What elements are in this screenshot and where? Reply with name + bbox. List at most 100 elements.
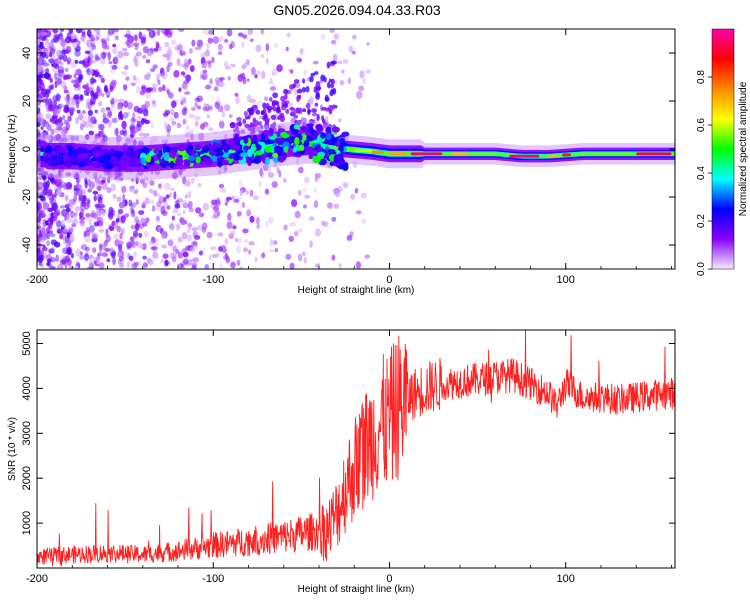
spectrogram-noise-mark [181, 199, 188, 208]
spectrogram-noise-mark [256, 223, 260, 229]
spectrogram-noise-mark [270, 238, 274, 247]
colorbar-tick-label: 0.8 [696, 70, 707, 84]
spectrogram-noise-mark [315, 263, 321, 268]
spectrogram-noise-mark [48, 51, 53, 58]
spectrogram-band-mark [331, 126, 340, 133]
spectrogram-noise-mark [101, 93, 105, 97]
spectrogram-noise-mark [96, 56, 101, 61]
spectrogram-plume-mark [270, 114, 277, 121]
spectrogram-noise-mark [135, 76, 141, 85]
spectrogram-noise-mark [296, 58, 303, 63]
spectrogram-noise-mark [332, 53, 338, 62]
spectrogram-plume-mark [257, 121, 262, 126]
spectrogram-noise-mark [54, 80, 58, 89]
spectrogram-noise-mark [161, 244, 168, 249]
spectrogram-noise-mark [135, 199, 139, 206]
spectrogram-noise-mark [271, 180, 279, 188]
spectrogram-x-ticks: -200 -100 0 100 [26, 29, 672, 286]
spectrogram-plume-mark [247, 114, 251, 120]
snr-x-axis-label: Height of straight line (km) [298, 584, 415, 595]
spectrogram-plume-mark [332, 87, 337, 95]
spectrogram-noise-mark [46, 262, 50, 266]
spectrogram-noise-mark [123, 64, 129, 70]
spectrogram-noise-mark [76, 109, 81, 114]
spectrogram-noise-mark [152, 83, 157, 89]
spectrogram-noise-mark [314, 172, 321, 179]
spectrogram-noise-mark [169, 117, 175, 122]
spectrogram-noise-mark [79, 209, 85, 218]
spectrogram-band-mark [254, 150, 263, 156]
spectrogram-noise-mark [86, 91, 90, 96]
spectrogram-band-mark [127, 152, 134, 157]
spectrogram-noise-mark [50, 128, 55, 135]
spectrogram-noise-mark [269, 77, 273, 85]
spectrogram-noise-mark [59, 233, 64, 240]
spectrogram-noise-mark [45, 220, 49, 226]
spectrogram-plume-mark [272, 92, 279, 99]
spectrogram-noise-mark [171, 215, 175, 221]
spectrogram-noise-mark [203, 102, 207, 111]
spectrogram-band-mark [62, 153, 70, 163]
spectrogram-noise-mark [217, 51, 223, 55]
spectrogram-noise-mark [79, 94, 84, 101]
spectrogram-noise-mark [218, 81, 225, 88]
spectrogram-noise-mark [89, 100, 95, 106]
spectrogram-band-mark [92, 149, 101, 158]
spectrogram-band-mark [195, 156, 201, 164]
spectrogram-noise-mark [73, 83, 80, 88]
spectrogram-noise-mark [196, 39, 204, 48]
spectrogram-noise-mark [164, 41, 170, 48]
spectrogram-noise-mark [161, 231, 165, 240]
spectrogram-noise-mark [208, 127, 214, 132]
spectrogram-band-mark [77, 153, 85, 159]
spectrogram-noise-mark [37, 162, 41, 168]
spectrogram-noise-mark [339, 80, 345, 86]
spectrogram-noise-mark [57, 79, 62, 85]
spectrogram-noise-mark [90, 230, 95, 236]
spectrogram-noise-mark [131, 209, 136, 218]
spectrogram-noise-mark [62, 256, 69, 262]
spectrogram-noise-mark [342, 182, 349, 189]
spectrogram-band-mark [334, 142, 340, 147]
spectrogram-band-mark [264, 145, 273, 154]
spectrogram-noise-mark [84, 246, 90, 252]
spectrogram-plume-mark [331, 104, 336, 110]
spectrogram-noise-mark [106, 258, 111, 263]
spectrogram-noise-mark [114, 35, 119, 41]
spectrogram-noise-mark [249, 98, 256, 103]
spectrogram-noise-mark [189, 48, 193, 54]
spectrogram-noise-mark [55, 220, 62, 228]
spectrogram-noise-mark [79, 219, 85, 224]
spectrogram-noise-mark [86, 29, 92, 38]
spectrogram-band-mark [247, 157, 253, 167]
spectrogram-noise-mark [138, 132, 146, 137]
spectrogram-noise-mark [214, 253, 220, 258]
spectrogram-noise-mark [202, 203, 210, 211]
spectrogram-noise-mark [79, 219, 85, 227]
snr-series-line [37, 330, 675, 567]
spectrogram-noise-mark [248, 241, 255, 246]
spectrogram-plume-mark [307, 109, 312, 114]
spectrogram-noise-mark [149, 199, 155, 205]
y-tick-label: 20 [21, 95, 33, 107]
spectrogram-band-mark [81, 159, 88, 167]
spectrogram-noise-mark [64, 95, 70, 103]
spectrogram-noise-mark [131, 117, 136, 122]
spectrogram-band-mark [221, 139, 227, 145]
spectrogram-noise-mark [130, 117, 136, 125]
spectrogram-band-mark [255, 144, 262, 150]
spectrogram-noise-mark [209, 78, 213, 85]
spectrogram-noise-mark [254, 256, 258, 263]
spectrogram-peak-mark [354, 149, 372, 152]
spectrogram-band-mark [87, 153, 93, 158]
spectrogram-noise-mark [360, 192, 367, 199]
spectrogram-noise-mark [163, 196, 167, 203]
spectrogram-noise-mark [49, 178, 54, 183]
spectrogram-noise-mark [70, 212, 77, 217]
spectrogram-noise-mark [61, 247, 66, 254]
spectrogram-noise-mark [147, 72, 151, 78]
spectrogram-noise-mark [100, 107, 106, 114]
spectrogram-noise-mark [101, 253, 109, 258]
spectrogram-noise-mark [64, 194, 69, 202]
spectrogram-noise-mark [219, 262, 223, 269]
